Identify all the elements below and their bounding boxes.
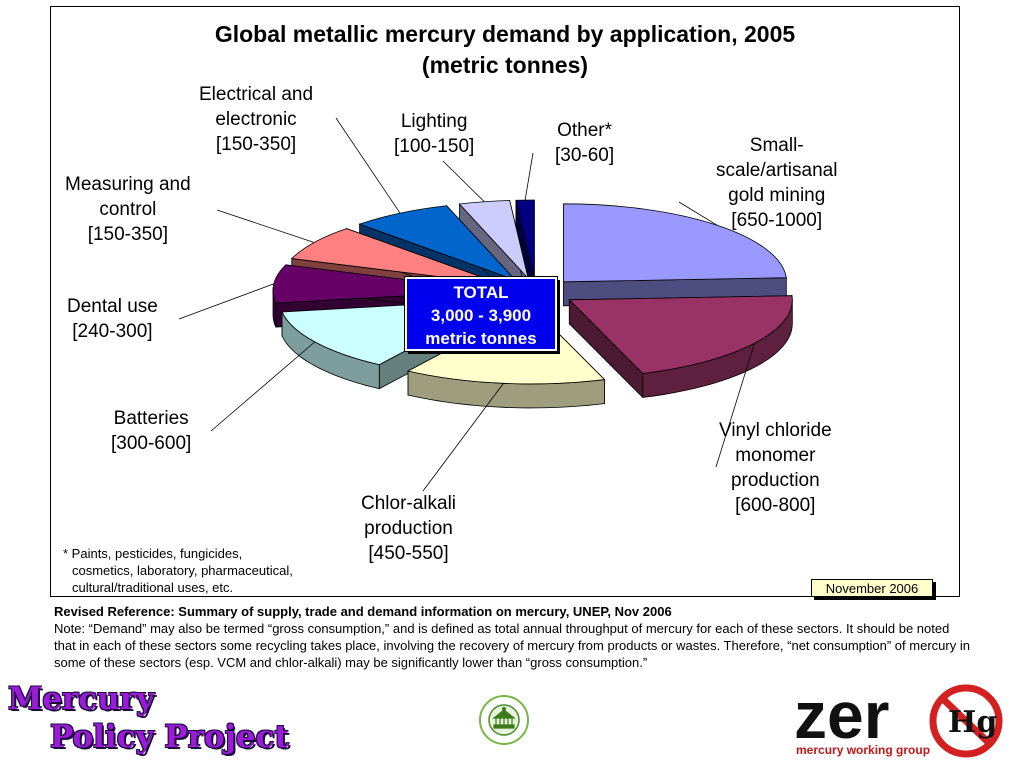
slice-label-line: monomer	[735, 445, 816, 466]
chart-title-line2: (metric tonnes)	[421, 52, 589, 78]
footnote: * Paints, pesticides, fungicides, cosmet…	[63, 545, 353, 596]
leader-line	[210, 341, 316, 432]
zero-logo-text: zer	[794, 680, 889, 752]
label-chlor-alkali: Chlor-alkali production [450-550]	[361, 491, 456, 566]
label-dental-use: Dental use [240-300]	[67, 294, 158, 344]
label-electrical-electronic: Electrical and electronic [150-350]	[199, 82, 313, 157]
leader-line	[442, 160, 485, 203]
pie-slice-other	[515, 199, 535, 303]
total-line-1: TOTAL	[453, 283, 509, 302]
slice-label-line: [150-350]	[87, 224, 168, 245]
slice-label-line: Measuring and	[65, 174, 191, 195]
leader-line	[216, 209, 315, 243]
slice-label-line: gold mining	[728, 185, 826, 206]
chart-title-line1: Global metallic mercury demand by applic…	[214, 21, 796, 47]
slice-label-line: Dental use	[67, 296, 158, 317]
reference-note: Note: “Demand” may also be termed “gross…	[54, 621, 970, 670]
chart-frame: Global metallic mercury demand by applic…	[50, 6, 960, 597]
date-badge: November 2006	[811, 579, 933, 597]
reference-title: Revised Reference: Summary of supply, tr…	[54, 604, 672, 619]
slice-label-line: production	[364, 518, 453, 539]
slice-label-line: Other*	[557, 120, 613, 141]
green-purchasing-institute-seal-icon	[479, 695, 529, 745]
slice-label-line: [650-1000]	[731, 210, 823, 231]
reference-text: Revised Reference: Summary of supply, tr…	[54, 603, 974, 671]
hg-logo-text: Hg	[948, 705, 997, 740]
total-line-3: metric tonnes	[425, 329, 537, 348]
slice-label-line: Electrical and	[199, 84, 314, 105]
slice-label-line: control	[99, 199, 157, 220]
leader-line	[178, 283, 275, 320]
slice-label-line: [300-600]	[111, 433, 192, 454]
slice-label-line: Vinyl chloride	[719, 420, 832, 441]
slice-label-line: electronic	[215, 109, 297, 130]
slice-label-line: [450-550]	[368, 543, 449, 564]
leader-line	[715, 343, 755, 468]
leader-line	[678, 201, 718, 226]
mercury-policy-project-logo: Mercury Policy Project	[8, 680, 289, 756]
leader-line	[335, 117, 401, 214]
zero-tagline: mercury working group	[796, 743, 930, 757]
footnote-line-3: cultural/traditional uses, etc.	[72, 580, 234, 595]
mpp-logo-line2: Policy Project	[50, 719, 289, 755]
total-line-2: 3,000 - 3,900	[430, 306, 532, 325]
slice-label-line: [30-60]	[555, 145, 615, 166]
slice-label-line: [600-800]	[735, 495, 816, 516]
mpp-logo-line1: Mercury	[8, 681, 155, 717]
label-other: Other* [30-60]	[555, 118, 614, 168]
total-box: TOTAL 3,000 - 3,900 metric tonnes	[404, 276, 558, 352]
slice-label-line: Lighting	[400, 111, 468, 132]
slice-label-line: Batteries	[113, 408, 189, 429]
slice-label-line: Small-	[749, 135, 804, 156]
slice-label-line: Chlor-alkali	[361, 493, 457, 514]
label-gold-mining: Small-scale/artisanal gold mining [650-100…	[716, 133, 837, 233]
zero-mercury-logo: zer Hg mercury working group	[794, 680, 1003, 758]
label-measuring-control: Measuring and control [150-350]	[65, 172, 191, 247]
slice-label-line: production	[730, 470, 820, 491]
leader-line	[422, 383, 504, 492]
slice-label-line: [240-300]	[72, 321, 153, 342]
slice-label-line: [100-150]	[394, 136, 475, 157]
label-vinyl-chloride: Vinyl chloride monomer production [600-800]	[719, 418, 832, 518]
footnote-line-1: * Paints, pesticides, fungicides,	[63, 546, 243, 561]
leader-line	[524, 152, 534, 201]
footnote-line-2: cosmetics, laboratory, pharmaceutical,	[72, 563, 293, 578]
label-batteries: Batteries [300-600]	[111, 406, 191, 456]
label-lighting: Lighting [100-150]	[394, 109, 474, 159]
slice-label-line: scale/artisanal	[716, 160, 838, 181]
slice-label-line: [150-350]	[215, 134, 297, 155]
